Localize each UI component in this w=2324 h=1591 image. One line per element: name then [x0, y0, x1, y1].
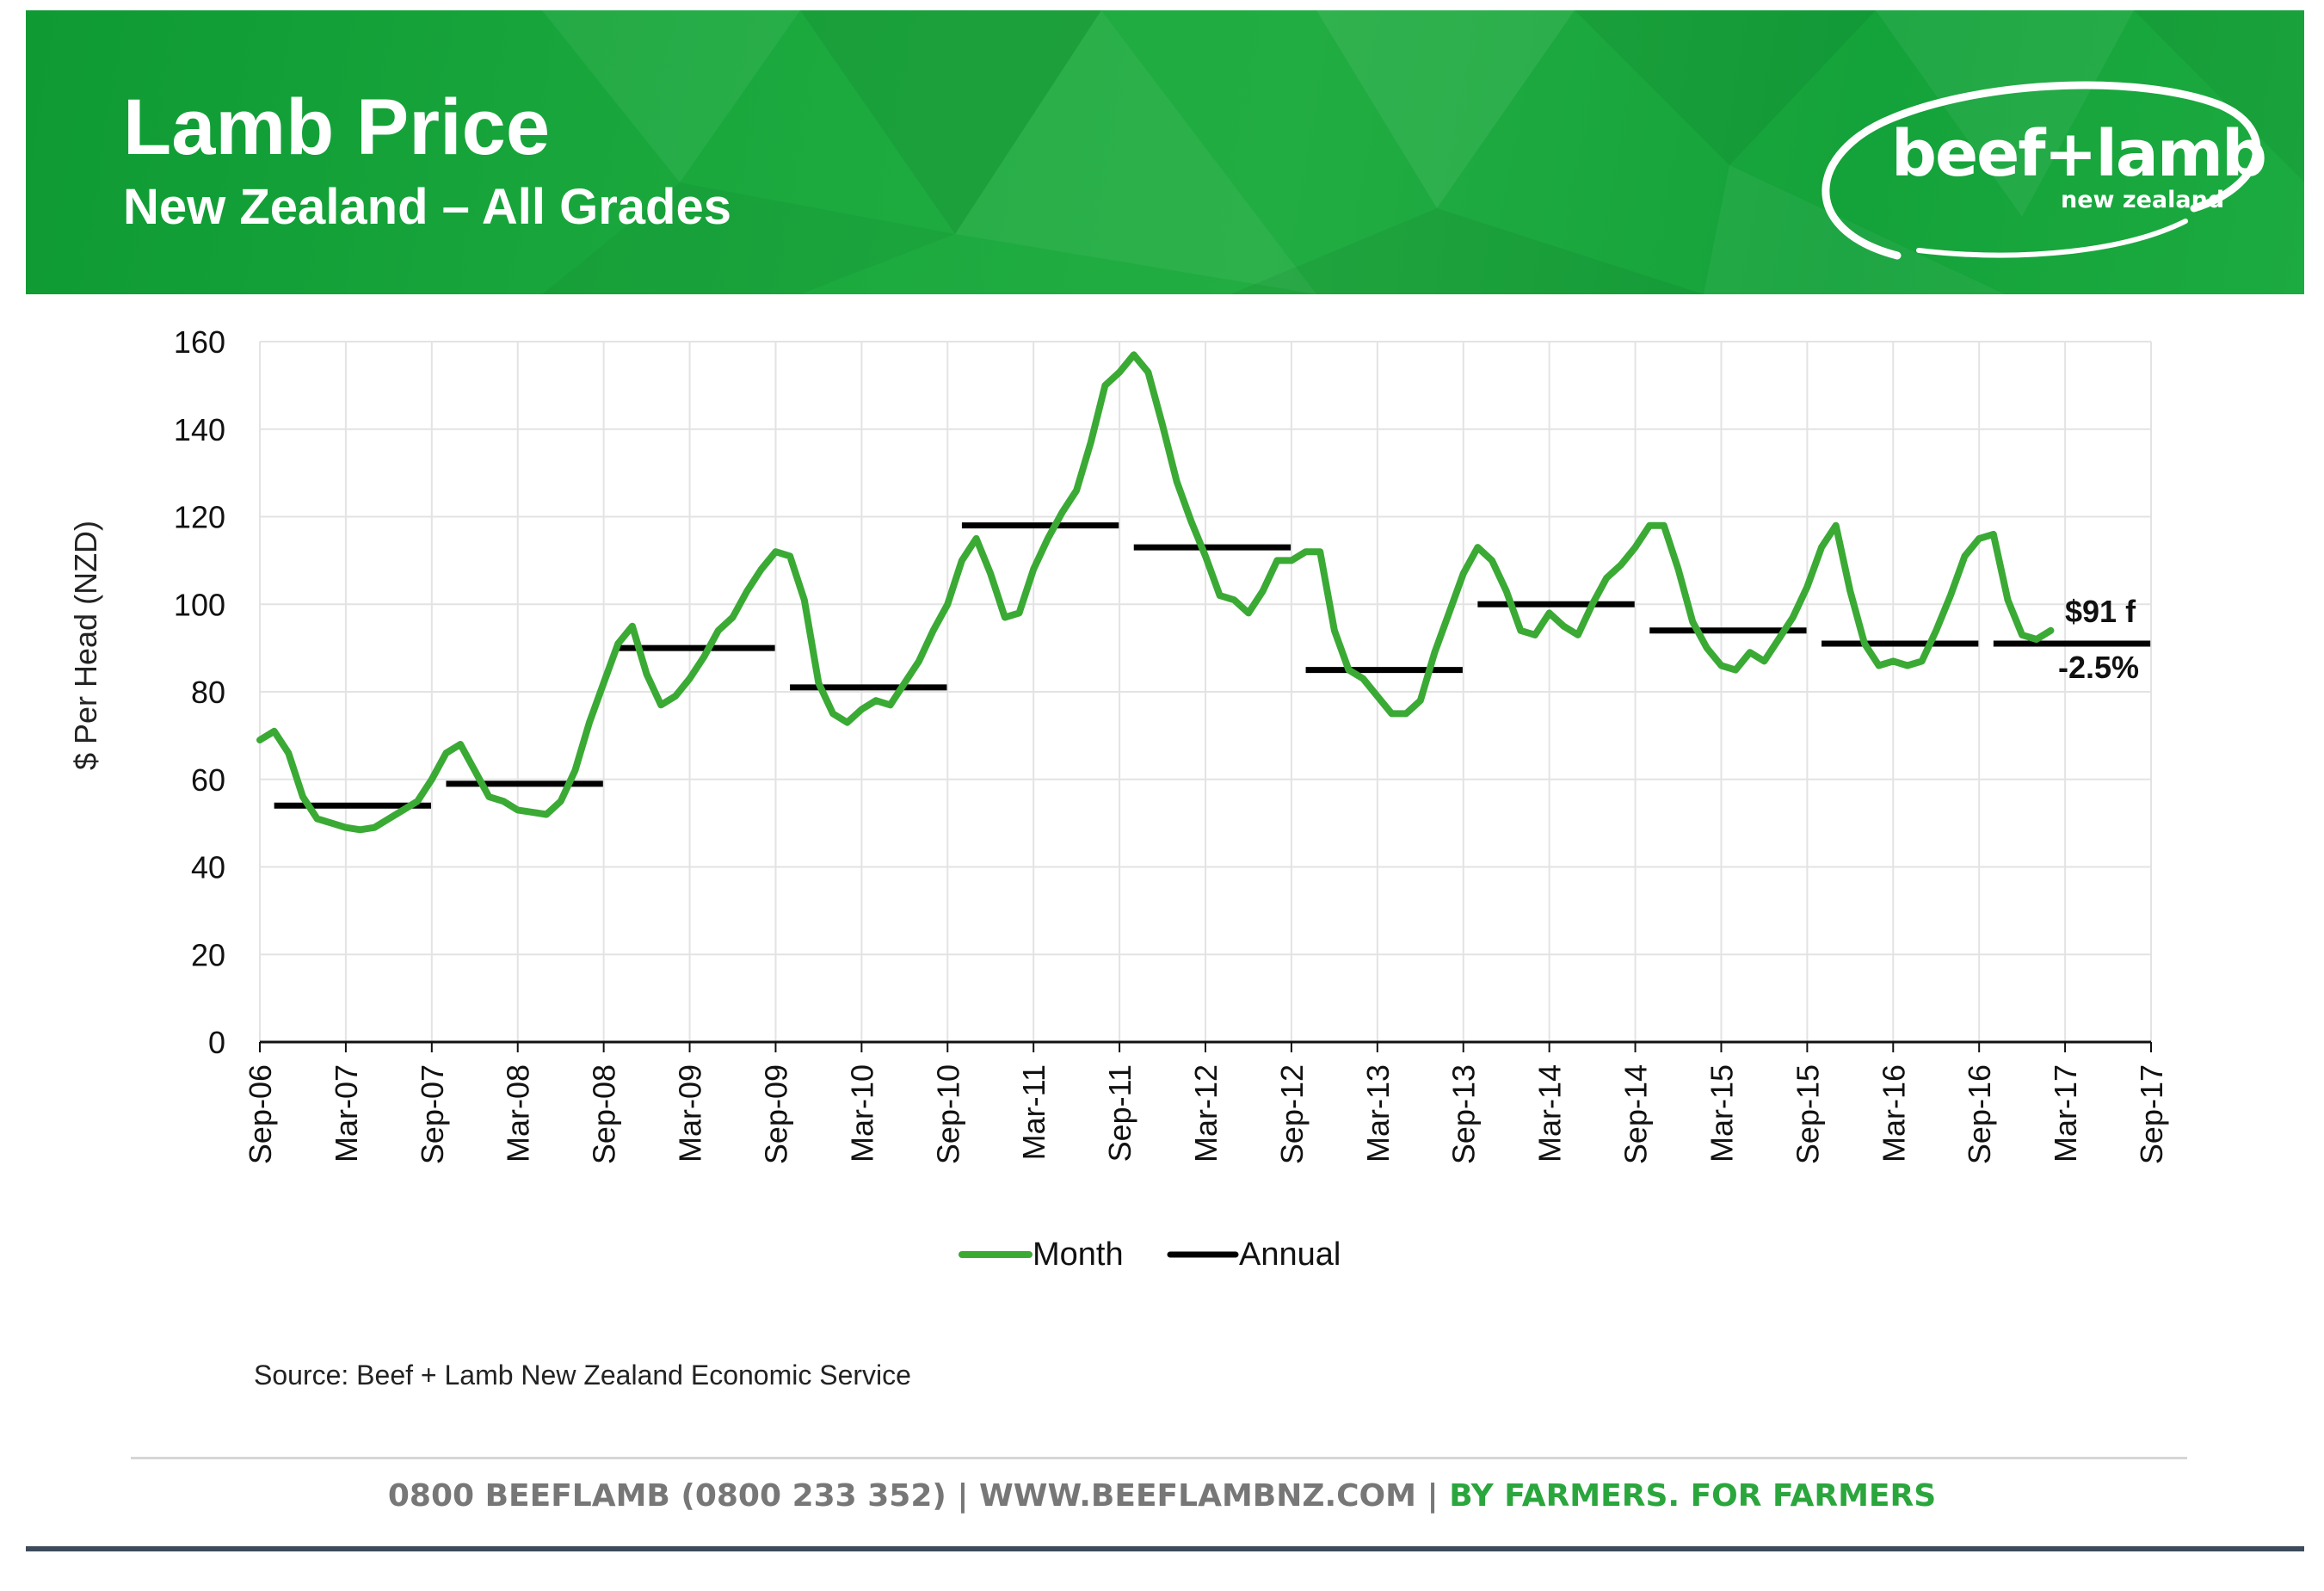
page-subtitle: New Zealand – All Grades [123, 179, 731, 235]
x-tick-label: Mar-07 [329, 1064, 364, 1162]
x-tick-label: Mar-14 [1532, 1064, 1568, 1162]
x-tick-label: Sep-13 [1446, 1064, 1482, 1164]
x-tick-label: Sep-14 [1618, 1064, 1654, 1164]
x-tick-label: Sep-17 [2134, 1064, 2169, 1164]
chart-gridlines [259, 341, 2152, 1042]
x-tick-label: Mar-08 [501, 1064, 536, 1162]
footer-divider [131, 1457, 2187, 1459]
y-tick-label: 140 [174, 412, 225, 447]
beef-lamb-logo: beef+lamb new zealand [1815, 58, 2267, 264]
banner-pattern [542, 10, 2304, 294]
x-tick-label: Mar-16 [1876, 1064, 1911, 1162]
x-tick-label: Mar-10 [844, 1064, 879, 1162]
y-tick-label: 40 [191, 850, 225, 885]
annotation-change: -2.5% [2058, 650, 2139, 685]
source-note: Source: Beef + Lamb New Zealand Economic… [254, 1360, 911, 1391]
x-tick-label: Sep-08 [587, 1064, 622, 1164]
logo-subtext: new zealand [2061, 187, 2225, 213]
footer-text: 0800 BEEFLAMB (0800 233 352) | WWW.BEEFL… [0, 1478, 2324, 1514]
footer-tagline: BY FARMERS. FOR FARMERS [1449, 1478, 1937, 1514]
x-tick-label: Mar-17 [2048, 1064, 2083, 1162]
x-tick-label: Sep-11 [1102, 1064, 1137, 1162]
legend-label-annual: Annual [1239, 1236, 1341, 1273]
x-tick-label: Mar-15 [1704, 1064, 1739, 1162]
y-tick-label: 80 [191, 675, 225, 710]
y-tick-label: 20 [191, 937, 225, 972]
x-tick-label: Sep-15 [1790, 1064, 1825, 1164]
logo-text: beef+lamb [1891, 117, 2267, 191]
x-tick-label: Sep-06 [243, 1064, 278, 1164]
footer-contact: 0800 BEEFLAMB (0800 233 352) | WWW.BEEFL… [387, 1478, 1450, 1514]
x-tick-label: Sep-09 [758, 1064, 793, 1164]
x-tick-label: Sep-16 [1962, 1064, 1997, 1164]
chart-legend: Month Annual [959, 1236, 1341, 1273]
x-tick-label: Mar-13 [1360, 1064, 1396, 1162]
x-tick-label: Mar-12 [1188, 1064, 1224, 1162]
x-tick-label: Mar-09 [673, 1064, 708, 1162]
y-tick-label: 0 [208, 1025, 225, 1060]
page-title: Lamb Price [123, 83, 550, 171]
legend-label-month: Month [1033, 1236, 1124, 1273]
y-tick-label: 100 [174, 587, 225, 622]
y-axis-label: $ Per Head (NZD) [68, 521, 103, 770]
y-axis: 0 20 40 60 80 100 120 140 160 [174, 324, 225, 1060]
x-tick-label: Sep-10 [930, 1064, 965, 1164]
x-tick-label: Mar-11 [1016, 1064, 1051, 1160]
header-banner: Lamb Price New Zealand – All Grades beef… [26, 10, 2304, 294]
y-tick-label: 60 [191, 762, 225, 798]
y-tick-label: 160 [174, 324, 225, 360]
x-tick-label: Sep-07 [415, 1064, 450, 1164]
x-tick-label: Sep-12 [1274, 1064, 1310, 1164]
series-line-month [256, 351, 2055, 834]
logo-swoosh-icon [1822, 81, 2261, 260]
lamb-price-chart: 0 20 40 60 80 100 120 140 160 Sep-06 Mar-07 Sep-07… [68, 324, 2169, 1273]
y-tick-label: 120 [174, 500, 225, 535]
bottom-bar [26, 1546, 2304, 1551]
x-axis: Sep-06 Mar-07 Sep-07 Mar-08 Sep-08 Mar-09 Sep-… [243, 1040, 2169, 1164]
annotation-price: $91 f [2065, 594, 2136, 629]
